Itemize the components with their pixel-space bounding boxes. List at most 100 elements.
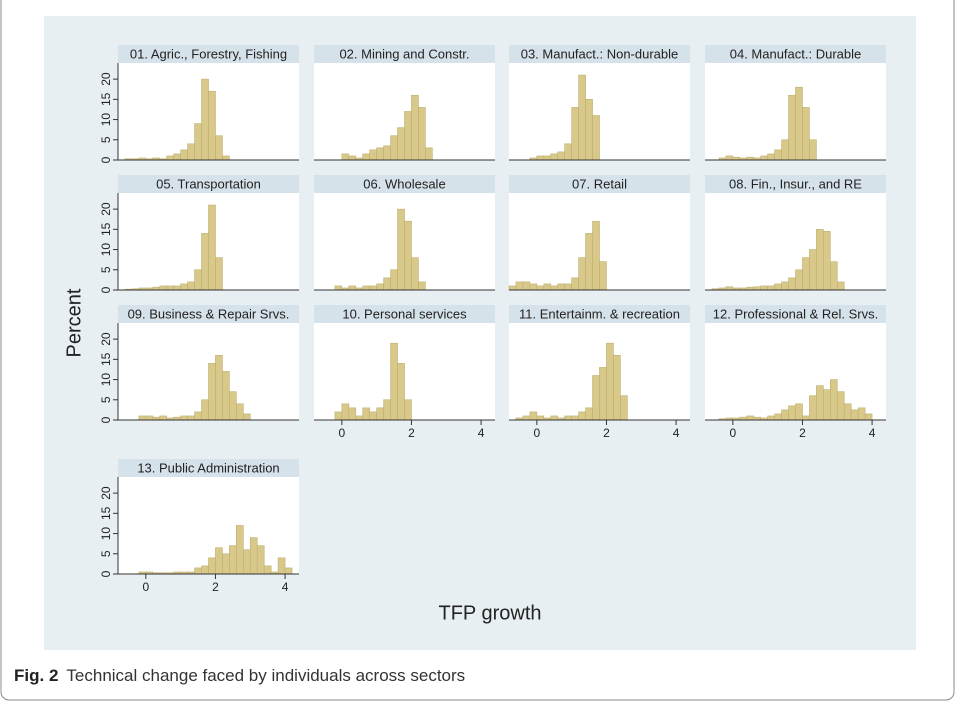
panel-title: 09. Business & Repair Srvs. xyxy=(128,306,290,321)
bar xyxy=(145,415,154,421)
bar xyxy=(236,525,244,575)
caption-label: Fig. 2 xyxy=(14,666,58,685)
bar xyxy=(243,413,251,421)
x-tick-label: 2 xyxy=(603,426,610,440)
bar xyxy=(802,257,810,291)
bar xyxy=(397,127,405,161)
bar xyxy=(201,399,209,421)
bar xyxy=(795,269,803,291)
bar xyxy=(341,403,350,421)
panel-title-bar xyxy=(118,45,299,63)
bar xyxy=(557,283,565,291)
bar xyxy=(613,354,621,421)
bar xyxy=(166,285,174,291)
bar xyxy=(823,231,831,291)
bar xyxy=(362,285,370,291)
bar xyxy=(550,153,559,161)
bar xyxy=(348,155,357,161)
bar xyxy=(222,155,230,161)
bar xyxy=(564,143,572,161)
bar xyxy=(236,403,244,421)
bar xyxy=(529,411,538,421)
bar xyxy=(564,415,572,421)
bar xyxy=(390,269,398,291)
y-tick-label: 10 xyxy=(99,113,113,127)
y-tick-label: 20 xyxy=(99,72,113,86)
bar xyxy=(802,107,810,161)
y-tick-label: 15 xyxy=(99,352,113,366)
bar xyxy=(418,281,426,291)
panel-title-bar xyxy=(705,305,886,323)
bar xyxy=(187,143,195,161)
bar xyxy=(166,155,174,161)
x-tick-label: 0 xyxy=(534,426,541,440)
bar xyxy=(334,411,343,421)
bar xyxy=(334,285,343,291)
bar xyxy=(383,277,391,291)
bar xyxy=(809,249,817,291)
bar xyxy=(774,413,782,421)
y-tick-label: 0 xyxy=(99,416,113,423)
bar xyxy=(564,283,572,291)
panel-title-bar xyxy=(509,305,690,323)
x-tick-label: 2 xyxy=(212,580,219,594)
panel-title-bar xyxy=(314,175,495,193)
bar xyxy=(767,285,775,291)
bar xyxy=(263,565,272,575)
bar xyxy=(201,565,209,575)
panel-title: 11. Entertainm. & recreation xyxy=(519,306,680,321)
bar xyxy=(222,371,230,421)
bar xyxy=(215,354,223,421)
bar xyxy=(809,395,817,421)
y-tick-label: 10 xyxy=(99,527,113,541)
x-tick-label: 0 xyxy=(730,426,737,440)
bar xyxy=(578,74,586,161)
bar xyxy=(795,86,803,161)
panel-title-bar xyxy=(118,459,299,477)
x-tick-label: 2 xyxy=(408,426,415,440)
bar xyxy=(376,147,384,161)
x-tick-label: 4 xyxy=(673,426,680,440)
bar xyxy=(550,285,559,291)
bar xyxy=(592,375,600,421)
panel-title: 03. Manufact.: Non-durable xyxy=(521,46,679,61)
bar xyxy=(390,342,398,421)
y-tick-label: 5 xyxy=(99,396,113,403)
bar xyxy=(425,147,433,161)
bar xyxy=(508,285,517,291)
bar xyxy=(215,135,223,161)
bar xyxy=(404,399,412,421)
bar xyxy=(362,153,370,161)
bar xyxy=(369,149,377,161)
panel-title-bar xyxy=(118,305,299,323)
y-axis-label: Percent xyxy=(63,288,85,357)
y-tick-label: 15 xyxy=(99,92,113,106)
bar xyxy=(215,547,223,575)
panel-title-bar xyxy=(509,175,690,193)
bar xyxy=(397,208,405,291)
y-tick-label: 5 xyxy=(99,136,113,143)
bar xyxy=(369,411,377,421)
panel-title: 08. Fin., Insur., and RE xyxy=(729,176,862,191)
bar xyxy=(802,415,810,421)
bar xyxy=(515,281,524,291)
bar xyxy=(208,204,216,291)
x-tick-label: 4 xyxy=(869,426,876,440)
x-tick-label: 4 xyxy=(282,580,289,594)
bar xyxy=(284,567,293,575)
bar xyxy=(522,281,531,291)
bar xyxy=(159,285,168,291)
y-tick-label: 0 xyxy=(99,156,113,163)
bar xyxy=(229,391,237,421)
y-tick-label: 20 xyxy=(99,332,113,346)
bar xyxy=(599,367,607,421)
bar xyxy=(362,407,370,421)
bar xyxy=(536,415,545,421)
bar xyxy=(208,363,216,421)
panel-title: 12. Professional & Rel. Srvs. xyxy=(713,306,878,321)
x-tick-label: 0 xyxy=(339,426,346,440)
panel-title: 01. Agric., Forestry, Fishing xyxy=(130,46,287,61)
bar xyxy=(411,94,419,161)
panel-title: 13. Public Administration xyxy=(137,460,279,475)
panel-title: 06. Wholesale xyxy=(363,176,445,191)
